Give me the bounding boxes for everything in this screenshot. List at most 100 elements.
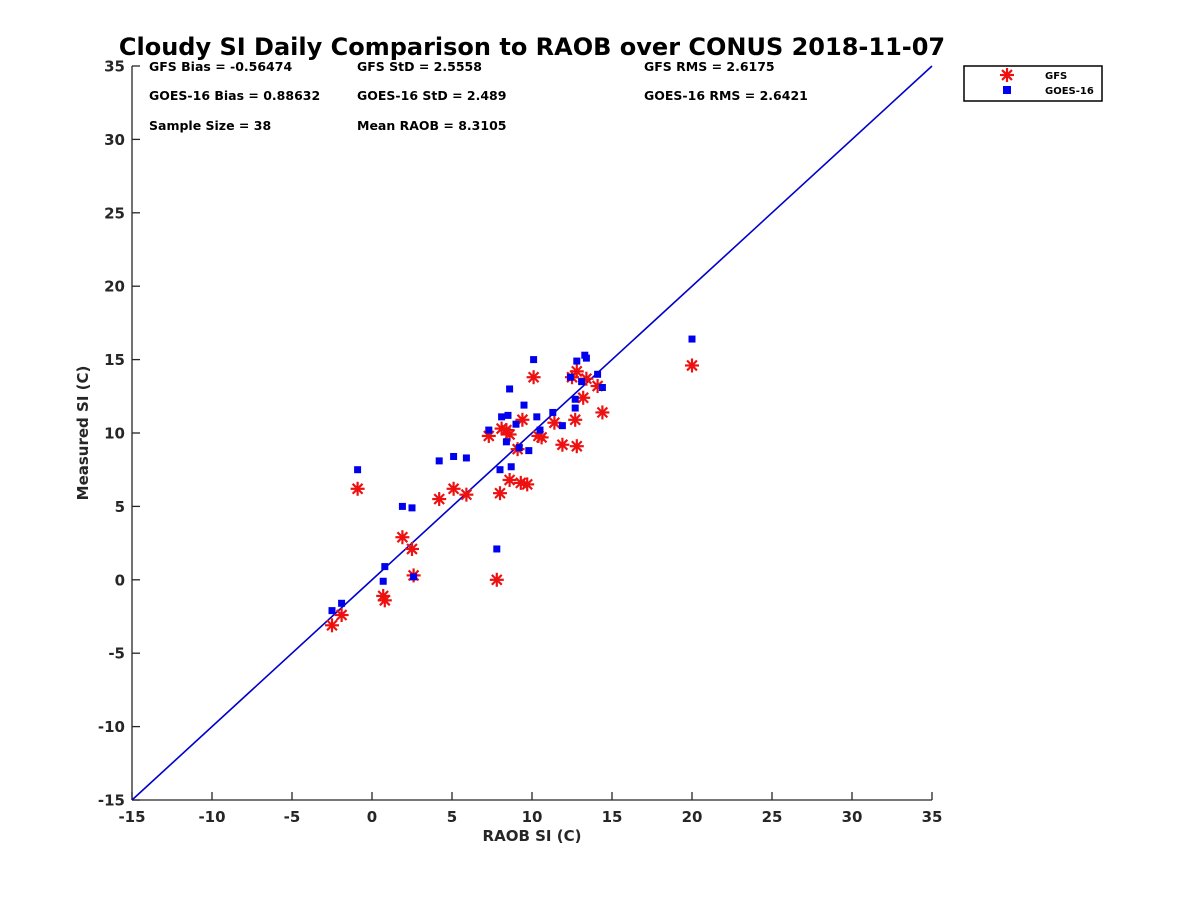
goes16-point <box>530 356 538 364</box>
gfs-point <box>526 370 541 385</box>
x-tick-label: 0 <box>367 808 377 826</box>
goes16-point <box>566 373 574 381</box>
goes16-point <box>410 573 418 581</box>
goes16-point <box>571 404 579 412</box>
stats-annotations: GFS Bias = -0.56474 GFS StD = 2.5558 GFS… <box>149 59 808 133</box>
y-tick-label: 25 <box>104 204 125 222</box>
goes16-point <box>338 599 346 607</box>
gfs-point <box>405 541 419 556</box>
x-tick-label: 35 <box>922 808 943 826</box>
goes16-point <box>381 563 389 571</box>
x-tick-label: 30 <box>842 808 863 826</box>
goes16-point <box>573 357 581 365</box>
goes16-point <box>496 466 504 474</box>
goes16-point <box>354 466 362 474</box>
stat-goes-bias: GOES-16 Bias = 0.88632 <box>149 88 320 103</box>
goes16-point <box>328 607 336 615</box>
goes16-point <box>398 502 406 510</box>
gfs-point <box>520 477 535 492</box>
y-tick-label: 20 <box>104 278 125 296</box>
goes16-point <box>506 385 514 393</box>
goes16-point <box>507 463 515 471</box>
goes16-point <box>578 378 586 386</box>
y-tick-label: 10 <box>104 425 125 443</box>
goes16-point <box>594 370 602 378</box>
x-axis-title: RAOB SI (C) <box>483 827 582 845</box>
legend-gfs-marker <box>1000 68 1014 82</box>
gfs-point <box>590 379 605 394</box>
y-tick-label: -10 <box>98 718 125 736</box>
gfs-point <box>432 492 447 507</box>
y-tick-label: 0 <box>115 571 125 589</box>
goes16-point <box>549 408 557 416</box>
gfs-point <box>334 608 349 623</box>
stat-gfs-bias: GFS Bias = -0.56474 <box>149 59 292 74</box>
goes16-series <box>328 335 696 615</box>
goes16-point <box>688 335 696 343</box>
gfs-point <box>459 487 474 502</box>
gfs-point <box>685 358 699 373</box>
chart-title: Cloudy SI Daily Comparison to RAOB over … <box>119 33 945 61</box>
goes16-point <box>536 426 544 434</box>
goes16-point <box>408 504 416 512</box>
x-tick-label: -15 <box>118 808 145 826</box>
goes16-point <box>571 395 579 403</box>
x-tick-label: -5 <box>284 808 301 826</box>
goes16-point <box>515 444 523 452</box>
legend: GFS GOES-16 <box>963 65 1103 102</box>
x-tick-label: -10 <box>198 808 225 826</box>
gfs-point <box>534 430 549 445</box>
gfs-point <box>515 412 530 427</box>
gfs-point <box>493 486 507 501</box>
one-to-one-line <box>131 65 933 801</box>
x-axis-ticks: -15 -10 -5 0 5 10 15 20 25 30 35 <box>118 792 942 826</box>
gfs-point <box>325 618 339 633</box>
legend-gfs-label: GFS <box>1045 71 1067 82</box>
y-tick-label: 15 <box>104 351 125 369</box>
goes16-point <box>598 383 606 391</box>
reference-line-group <box>131 65 933 801</box>
goes16-point <box>520 401 528 409</box>
y-tick-label: 30 <box>104 131 125 149</box>
goes16-point <box>558 422 566 430</box>
goes16-point <box>379 577 387 585</box>
y-tick-label: 35 <box>104 58 125 76</box>
goes16-point <box>498 413 506 421</box>
goes16-point <box>512 420 520 428</box>
gfs-point <box>568 412 583 427</box>
gfs-point <box>595 405 610 420</box>
y-axis-title: Measured SI (C) <box>74 366 92 501</box>
legend-goes16-marker <box>1003 86 1011 94</box>
y-axis-ticks: -15 -10 -5 0 5 10 15 20 25 30 35 <box>98 58 140 810</box>
legend-box <box>963 65 1103 102</box>
gfs-point <box>446 481 461 496</box>
goes16-point <box>533 413 541 421</box>
y-tick-label: -15 <box>98 792 125 810</box>
stat-goes-std: GOES-16 StD = 2.489 <box>357 88 506 103</box>
x-tick-label: 5 <box>447 808 457 826</box>
y-tick-label: -5 <box>108 645 125 663</box>
gfs-point <box>576 390 591 405</box>
gfs-point <box>350 481 365 496</box>
stat-goes-rms: GOES-16 RMS = 2.6421 <box>644 88 808 103</box>
gfs-point <box>513 475 528 490</box>
gfs-point <box>502 472 517 487</box>
x-tick-label: 10 <box>522 808 543 826</box>
gfs-point <box>377 593 392 608</box>
gfs-point <box>555 437 570 452</box>
x-tick-label: 20 <box>682 808 703 826</box>
goes16-point <box>435 457 443 465</box>
gfs-point <box>395 530 410 545</box>
legend-goes16-label: GOES-16 <box>1045 86 1094 97</box>
gfs-point <box>489 572 504 587</box>
goes16-point <box>582 354 590 362</box>
legend-gfs-asterisk <box>1000 68 1014 82</box>
gfs-series <box>325 358 699 633</box>
goes16-point <box>502 438 510 446</box>
stat-mean-raob: Mean RAOB = 8.3105 <box>357 118 506 133</box>
goes16-point <box>504 411 512 419</box>
goes16-point <box>525 447 533 455</box>
goes16-point <box>462 454 470 462</box>
stat-sample-size: Sample Size = 38 <box>149 118 271 133</box>
gfs-point <box>569 439 584 454</box>
